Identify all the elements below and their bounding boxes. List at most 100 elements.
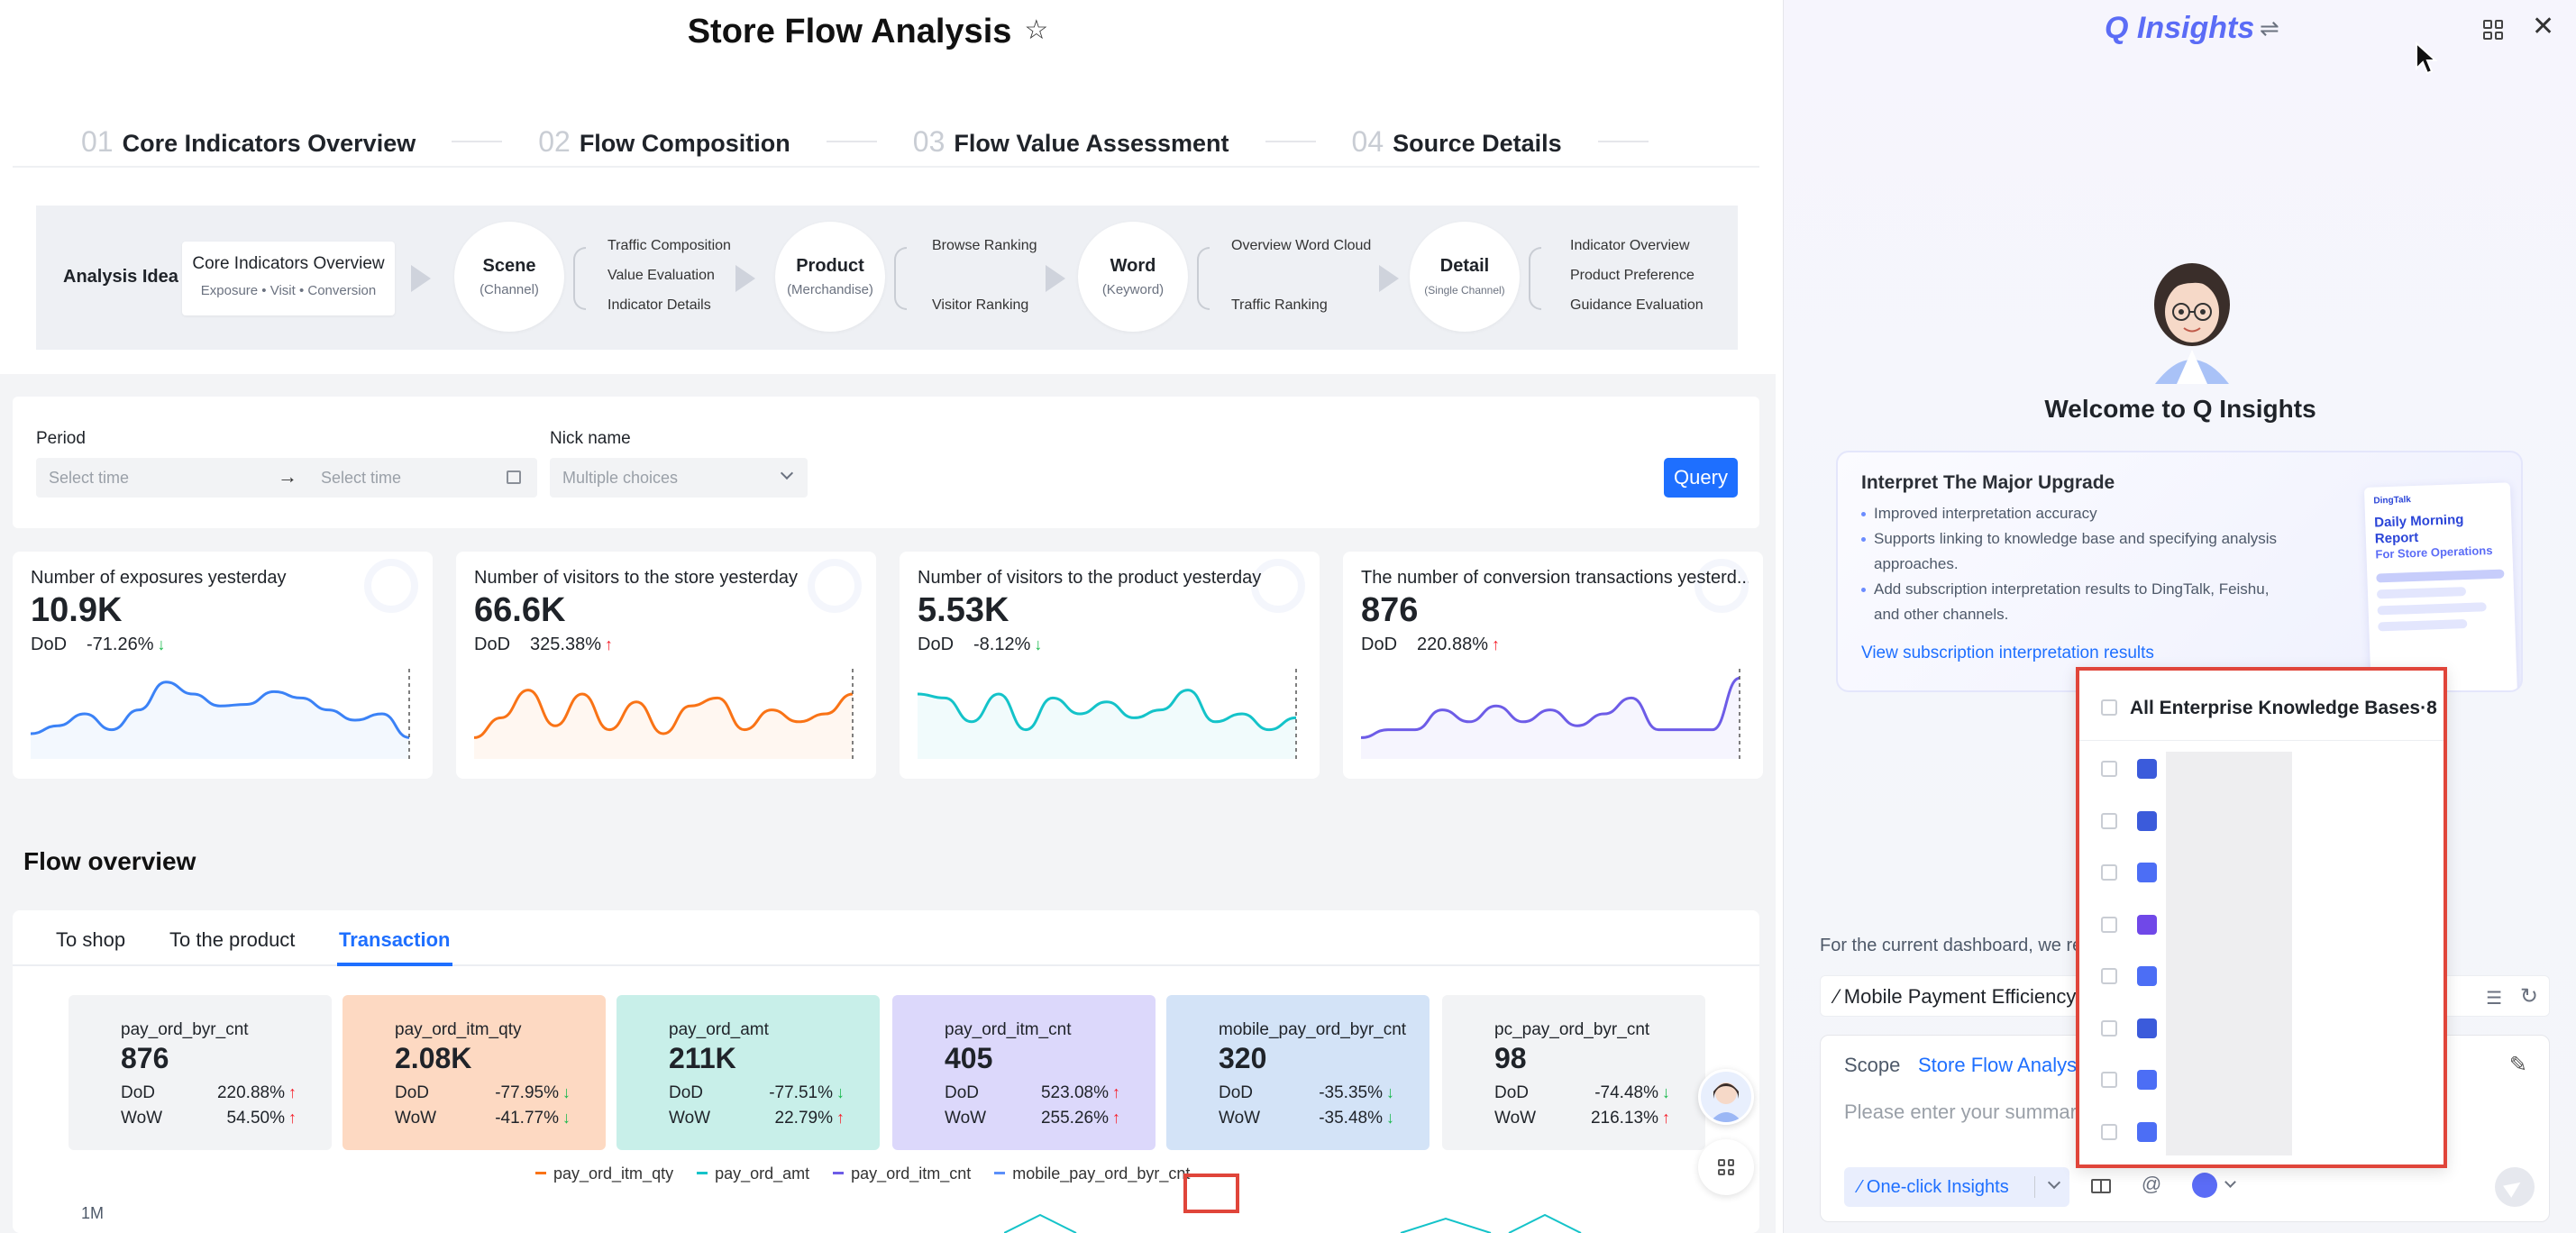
metric-value: 211K xyxy=(669,1042,736,1074)
knowledge-base-button[interactable] xyxy=(2086,1171,2116,1201)
metric-dod: DoD -77.95% ↓ xyxy=(395,1083,571,1102)
kpi-value: 66.6K xyxy=(474,591,566,629)
step-core-indicators[interactable]: 01 Core Indicators Overview xyxy=(81,124,416,158)
edit-icon[interactable]: ✎ xyxy=(2508,1053,2527,1077)
item-checkbox[interactable] xyxy=(2101,1019,2117,1037)
chart-legend: pay_ord_itm_qty pay_ord_amt pay_ord_itm_cn… xyxy=(535,1164,1190,1183)
step-divider xyxy=(826,141,877,142)
nick-name-select[interactable]: Multiple choices xyxy=(550,458,808,498)
summary-input[interactable]: Please enter your summary xyxy=(1844,1101,2087,1123)
metric-card[interactable]: mobile_pay_ord_byr_cnt 320 DoD -35.35% ↓ WoW -… xyxy=(1166,995,1430,1150)
knowledge-base-item[interactable] xyxy=(2079,952,2444,1002)
mention-icon[interactable]: @ xyxy=(2141,1173,2162,1195)
tab-to-shop[interactable]: To shop xyxy=(56,928,126,951)
arrow-down-icon: ↓ xyxy=(1662,1083,1670,1101)
analysis-idea-label: Analysis Idea xyxy=(63,267,178,287)
kpi-sparkline xyxy=(474,669,854,759)
step-divider xyxy=(1265,141,1316,142)
apps-grid-icon[interactable] xyxy=(2483,20,2503,40)
metric-card[interactable]: pay_ord_amt 211K DoD -77.51% ↓ WoW 22.79% ↑ xyxy=(617,995,880,1150)
detail-node: Detail (Single Channel) xyxy=(1410,222,1520,332)
step-flow-value[interactable]: 03 Flow Value Assessment xyxy=(912,124,1229,158)
popover-header: All Enterprise Knowledge Bases·8 xyxy=(2079,671,2444,741)
grid-menu-button[interactable] xyxy=(1698,1139,1754,1195)
assistant-avatar-button[interactable] xyxy=(1698,1069,1754,1125)
knowledge-base-item[interactable] xyxy=(2079,900,2444,951)
metric-card[interactable]: pay_ord_byr_cnt 876 DoD 220.88% ↑ WoW 54.50% ↑ xyxy=(69,995,332,1150)
kpi-card[interactable]: The number of conversion transactions ye… xyxy=(1343,552,1763,779)
mouse-cursor-icon xyxy=(2416,41,2438,75)
flow-arrow-icon xyxy=(735,265,755,292)
calendar-icon[interactable] xyxy=(507,470,521,484)
knowledge-base-item[interactable] xyxy=(2079,744,2444,795)
item-checkbox[interactable] xyxy=(2101,1072,2117,1088)
tab-transaction[interactable]: Transaction xyxy=(339,928,451,951)
model-selector[interactable] xyxy=(2192,1171,2243,1201)
chart-line-peaks xyxy=(1004,1213,1582,1233)
metric-card[interactable]: pc_pay_ord_byr_cnt 98 DoD -74.48% ↓ WoW 216.13… xyxy=(1442,995,1705,1150)
knowledge-base-item[interactable] xyxy=(2079,1055,2444,1106)
metric-dod: DoD -35.35% ↓ xyxy=(1219,1083,1394,1102)
knowledge-base-item[interactable] xyxy=(2079,1108,2444,1158)
period-range-picker[interactable]: Select time → Select time xyxy=(36,458,537,498)
select-all-checkbox[interactable] xyxy=(2101,699,2117,716)
end-time-input[interactable]: Select time xyxy=(321,469,402,487)
item-checkbox[interactable] xyxy=(2101,864,2117,881)
item-checkbox[interactable] xyxy=(2101,812,2117,829)
detail-item: Indicator Overview xyxy=(1570,238,1690,253)
item-checkbox[interactable] xyxy=(2101,1123,2117,1140)
metric-card[interactable]: pay_ord_itm_cnt 405 DoD 523.08% ↑ WoW 255.26% ↑ xyxy=(892,995,1156,1150)
step-source-details[interactable]: 04 Source Details xyxy=(1351,124,1562,158)
kpi-card[interactable]: Number of exposures yesterday 10.9K DoD -71… xyxy=(13,552,433,779)
tab-to-the-product[interactable]: To the product xyxy=(169,928,296,951)
favorite-star-icon[interactable]: ☆ xyxy=(1024,15,1049,45)
arrow-up-icon: ↑ xyxy=(288,1083,297,1101)
sparkline-area xyxy=(1361,678,1740,759)
y-axis-top-label: 1M xyxy=(81,1204,105,1222)
grid-icon xyxy=(1718,1159,1734,1175)
item-checkbox[interactable] xyxy=(2101,916,2117,933)
knowledge-base-item[interactable] xyxy=(2079,1004,2444,1055)
legend-item[interactable]: pay_ord_itm_cnt xyxy=(833,1164,971,1183)
step-divider xyxy=(1597,141,1649,142)
sparkline-line xyxy=(1361,676,1740,739)
list-icon[interactable]: ☰ xyxy=(2486,989,2502,1009)
knowledge-base-item[interactable] xyxy=(2079,848,2444,899)
arrow-up-icon: ↑ xyxy=(604,635,613,653)
item-checkbox[interactable] xyxy=(2101,761,2117,777)
switch-icon[interactable]: ⇌ xyxy=(2260,14,2279,41)
refresh-icon[interactable]: ↻ xyxy=(2519,984,2538,1009)
bracket xyxy=(573,247,586,310)
knowledge-base-icon xyxy=(2137,1070,2157,1090)
scope-value[interactable]: Store Flow Analysis xyxy=(1918,1054,2091,1076)
legend-item[interactable]: pay_ord_amt xyxy=(697,1164,809,1183)
kpi-change: DoD 325.38% ↑ xyxy=(474,635,613,654)
arrow-down-icon: ↓ xyxy=(1386,1083,1394,1101)
legend-item[interactable]: pay_ord_itm_qty xyxy=(535,1164,673,1183)
legend-item[interactable]: mobile_pay_ord_byr_cnt xyxy=(994,1164,1190,1183)
view-subscription-link[interactable]: View subscription interpretation results xyxy=(1861,644,2154,662)
kpi-change: DoD -71.26% ↓ xyxy=(31,635,166,654)
arrow-up-icon: ↑ xyxy=(1491,635,1500,653)
metric-dod: DoD -74.48% ↓ xyxy=(1494,1083,1670,1102)
kpi-card[interactable]: Number of visitors to the product yester… xyxy=(900,552,1320,779)
kpi-sparkline xyxy=(1361,669,1740,759)
one-click-insights-button[interactable]: ⁄ One-click Insights xyxy=(1844,1167,2069,1207)
start-time-input[interactable]: Select time xyxy=(49,469,130,487)
chevron-down-icon[interactable] xyxy=(2047,1175,2061,1190)
knowledge-base-icon xyxy=(2137,863,2157,882)
query-button[interactable]: Query xyxy=(1664,458,1738,498)
knowledge-base-item[interactable] xyxy=(2079,797,2444,847)
decorative-ring xyxy=(808,559,862,613)
product-item: Visitor Ranking xyxy=(932,297,1029,313)
close-icon[interactable]: ✕ xyxy=(2532,12,2555,41)
metric-wow: WoW -35.48% ↓ xyxy=(1219,1109,1394,1128)
arrow-up-icon: ↑ xyxy=(1662,1109,1670,1127)
send-button[interactable] xyxy=(2495,1167,2535,1207)
kpi-card[interactable]: Number of visitors to the store yesterda… xyxy=(456,552,876,779)
scope-label: Scope xyxy=(1844,1054,1901,1076)
item-checkbox[interactable] xyxy=(2101,968,2117,984)
step-flow-composition[interactable]: 02 Flow Composition xyxy=(538,124,790,158)
arrow-down-icon: ↓ xyxy=(157,635,166,653)
metric-card[interactable]: pay_ord_itm_qty 2.08K DoD -77.95% ↓ WoW -41.77… xyxy=(343,995,606,1150)
